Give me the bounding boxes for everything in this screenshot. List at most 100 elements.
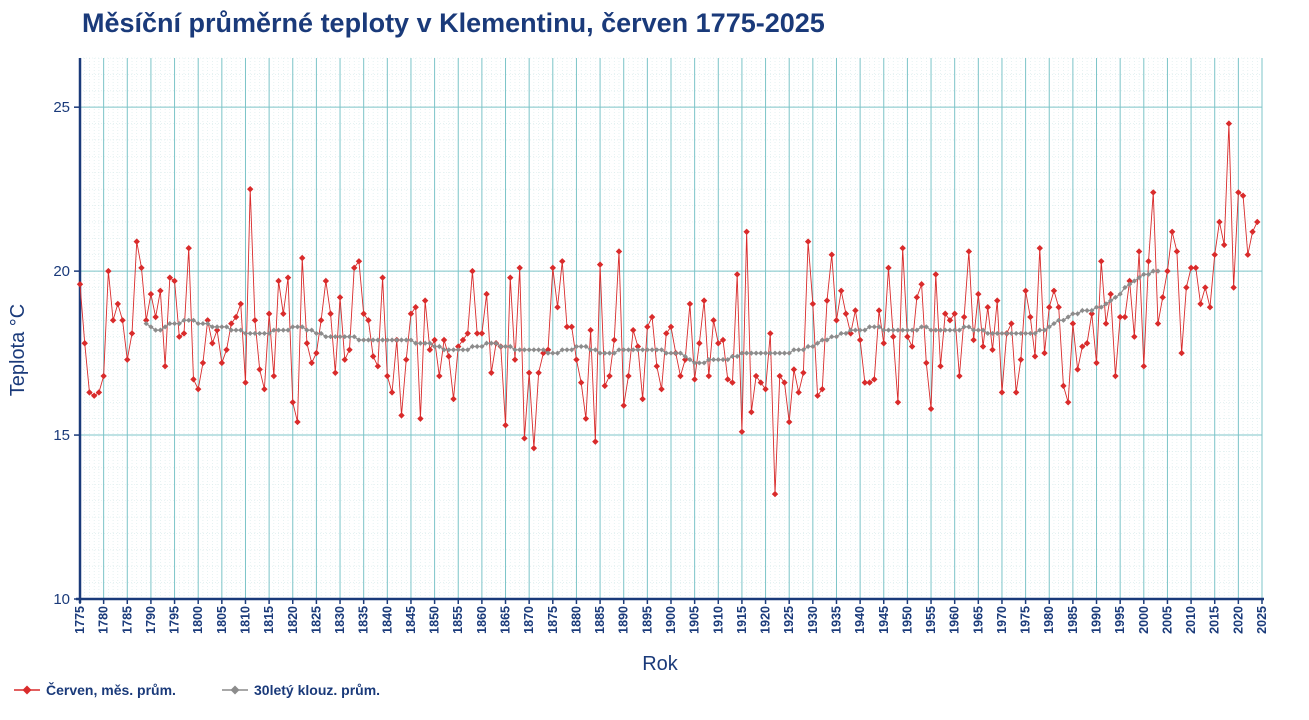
data-point xyxy=(317,317,325,324)
x-tick-label: 1965 xyxy=(971,606,985,634)
data-point xyxy=(1051,320,1057,327)
data-point xyxy=(521,435,528,442)
data-point xyxy=(1150,268,1156,274)
data-point xyxy=(142,317,150,324)
data-point xyxy=(667,323,675,331)
data-point xyxy=(507,274,514,281)
data-point xyxy=(536,347,542,353)
data-point xyxy=(1060,317,1067,323)
data-point xyxy=(904,333,911,340)
data-point xyxy=(218,359,226,367)
data-point xyxy=(445,353,452,360)
data-point xyxy=(341,356,348,363)
x-tick-label: 1795 xyxy=(168,606,182,634)
data-point xyxy=(1079,343,1086,350)
data-point xyxy=(469,343,476,350)
data-point xyxy=(984,303,991,311)
data-point xyxy=(516,264,523,272)
data-point xyxy=(781,350,788,356)
data-point xyxy=(1230,284,1237,291)
data-point xyxy=(1075,311,1081,317)
data-point xyxy=(427,340,433,346)
data-point xyxy=(408,337,414,343)
data-point xyxy=(1150,189,1157,196)
data-point xyxy=(1018,330,1024,337)
data-point xyxy=(1178,349,1185,357)
x-tick-label: 1900 xyxy=(664,606,678,634)
data-point xyxy=(573,343,580,350)
data-point xyxy=(1008,320,1015,327)
data-point xyxy=(876,324,882,330)
data-point xyxy=(663,350,669,356)
data-point xyxy=(389,337,395,343)
data-point xyxy=(90,392,98,399)
data-point xyxy=(819,385,826,393)
data-point xyxy=(1046,303,1053,311)
data-point xyxy=(762,385,769,393)
data-point xyxy=(715,357,721,363)
data-point xyxy=(512,347,518,353)
data-point xyxy=(738,428,746,435)
data-point xyxy=(596,261,604,268)
data-point xyxy=(568,323,575,331)
data-point xyxy=(777,350,783,356)
data-point xyxy=(880,340,887,347)
data-point xyxy=(157,287,164,294)
data-point xyxy=(1102,320,1110,327)
data-point xyxy=(379,337,386,343)
data-point xyxy=(772,350,778,356)
data-point xyxy=(1239,192,1247,199)
data-point xyxy=(200,320,206,327)
data-point xyxy=(1192,264,1200,272)
data-point xyxy=(351,264,358,272)
data-point xyxy=(809,300,817,308)
data-point xyxy=(682,353,688,359)
data-point xyxy=(733,271,741,278)
x-tick-label: 1865 xyxy=(499,606,513,634)
data-point xyxy=(1036,244,1043,252)
data-point xyxy=(743,228,750,235)
data-point xyxy=(498,343,504,350)
data-point xyxy=(942,327,948,333)
data-point xyxy=(1249,228,1256,235)
data-point xyxy=(639,395,646,403)
data-point xyxy=(176,333,183,340)
x-tick-label: 1845 xyxy=(404,606,418,634)
data-point xyxy=(814,392,821,399)
data-point xyxy=(744,350,750,356)
data-point xyxy=(109,317,117,324)
data-point xyxy=(989,330,996,337)
x-tick-label: 1825 xyxy=(309,606,323,634)
x-tick-label: 1870 xyxy=(522,606,536,634)
data-point xyxy=(677,372,684,380)
x-tick-label: 1850 xyxy=(428,606,442,634)
data-point xyxy=(1159,294,1166,301)
data-point xyxy=(128,330,136,337)
data-point xyxy=(1093,359,1100,367)
data-point xyxy=(502,343,509,350)
data-point xyxy=(757,379,765,386)
y-tick-label: 15 xyxy=(53,427,70,444)
x-tick-label: 2000 xyxy=(1137,606,1151,634)
data-point xyxy=(644,347,650,353)
data-point xyxy=(654,347,660,353)
data-point xyxy=(209,340,216,347)
data-point xyxy=(190,376,197,383)
data-point xyxy=(166,274,174,281)
data-point xyxy=(1032,330,1038,337)
data-point xyxy=(455,347,461,353)
data-point xyxy=(436,372,443,380)
data-point xyxy=(446,347,452,353)
data-point xyxy=(261,330,267,337)
data-point xyxy=(554,350,561,356)
data-point xyxy=(119,317,126,324)
data-point xyxy=(394,337,400,343)
data-point xyxy=(1131,333,1138,340)
data-point xyxy=(1244,251,1252,258)
data-point xyxy=(937,327,944,333)
data-point xyxy=(1145,258,1152,265)
data-point xyxy=(313,330,319,337)
data-point xyxy=(819,337,825,343)
data-point xyxy=(270,372,278,380)
x-tick-label: 1940 xyxy=(853,606,867,634)
